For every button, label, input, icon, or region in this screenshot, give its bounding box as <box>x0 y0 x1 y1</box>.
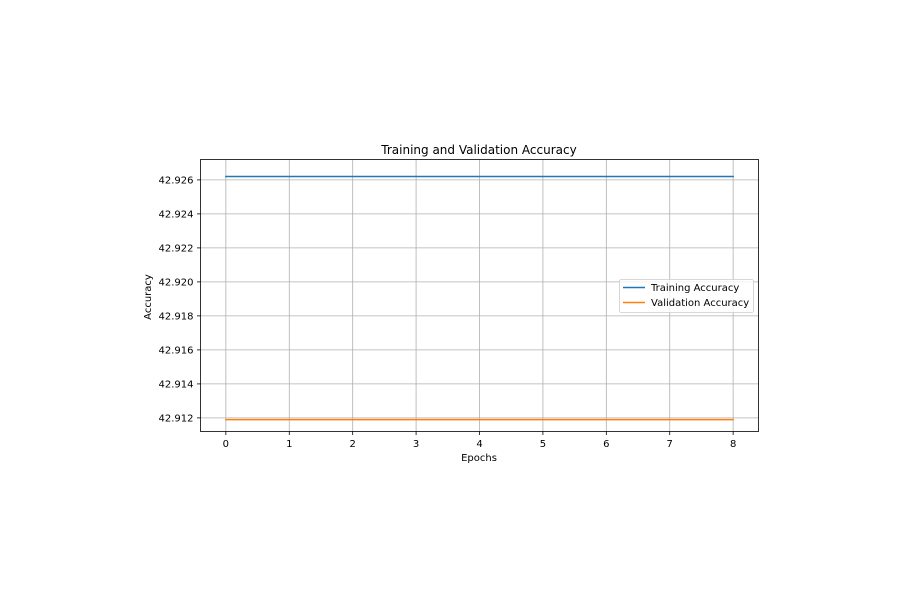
series-lines <box>225 175 734 421</box>
chart-title: Training and Validation Accuracy <box>380 143 576 157</box>
legend-box <box>619 279 754 313</box>
x-tick-label: 2 <box>349 439 355 450</box>
y-tick-label: 42.916 <box>159 345 194 356</box>
x-tick-label: 5 <box>540 439 546 450</box>
y-tick-label: 42.924 <box>159 209 194 220</box>
y-tick-label: 42.922 <box>159 243 194 254</box>
x-tick-label: 4 <box>476 439 482 450</box>
legend-label: Validation Accuracy <box>651 298 749 309</box>
x-tick-label: 1 <box>286 439 292 450</box>
y-tick-label: 42.920 <box>159 277 194 288</box>
y-tick-label: 42.918 <box>159 311 194 322</box>
x-axis-ticks: 0 1 2 3 4 5 6 7 8 <box>223 431 736 450</box>
x-tick-label: 3 <box>413 439 419 450</box>
y-tick-label: 42.912 <box>159 413 194 424</box>
y-axis-label: Accuracy <box>143 274 154 320</box>
y-axis-ticks: 42.912 42.914 42.916 42.918 42.920 42.922 42.9… <box>159 175 201 424</box>
x-tick-label: 8 <box>730 439 736 450</box>
x-tick-label: 0 <box>223 439 229 450</box>
y-tick-label: 42.914 <box>159 379 194 390</box>
x-tick-label: 7 <box>667 439 673 450</box>
x-axis-label: Epochs <box>461 453 497 464</box>
legend-label: Training Accuracy <box>650 283 739 294</box>
x-tick-label: 6 <box>603 439 609 450</box>
legend: Training Accuracy Validation Accuracy <box>619 279 754 313</box>
y-tick-label: 42.926 <box>159 175 194 186</box>
